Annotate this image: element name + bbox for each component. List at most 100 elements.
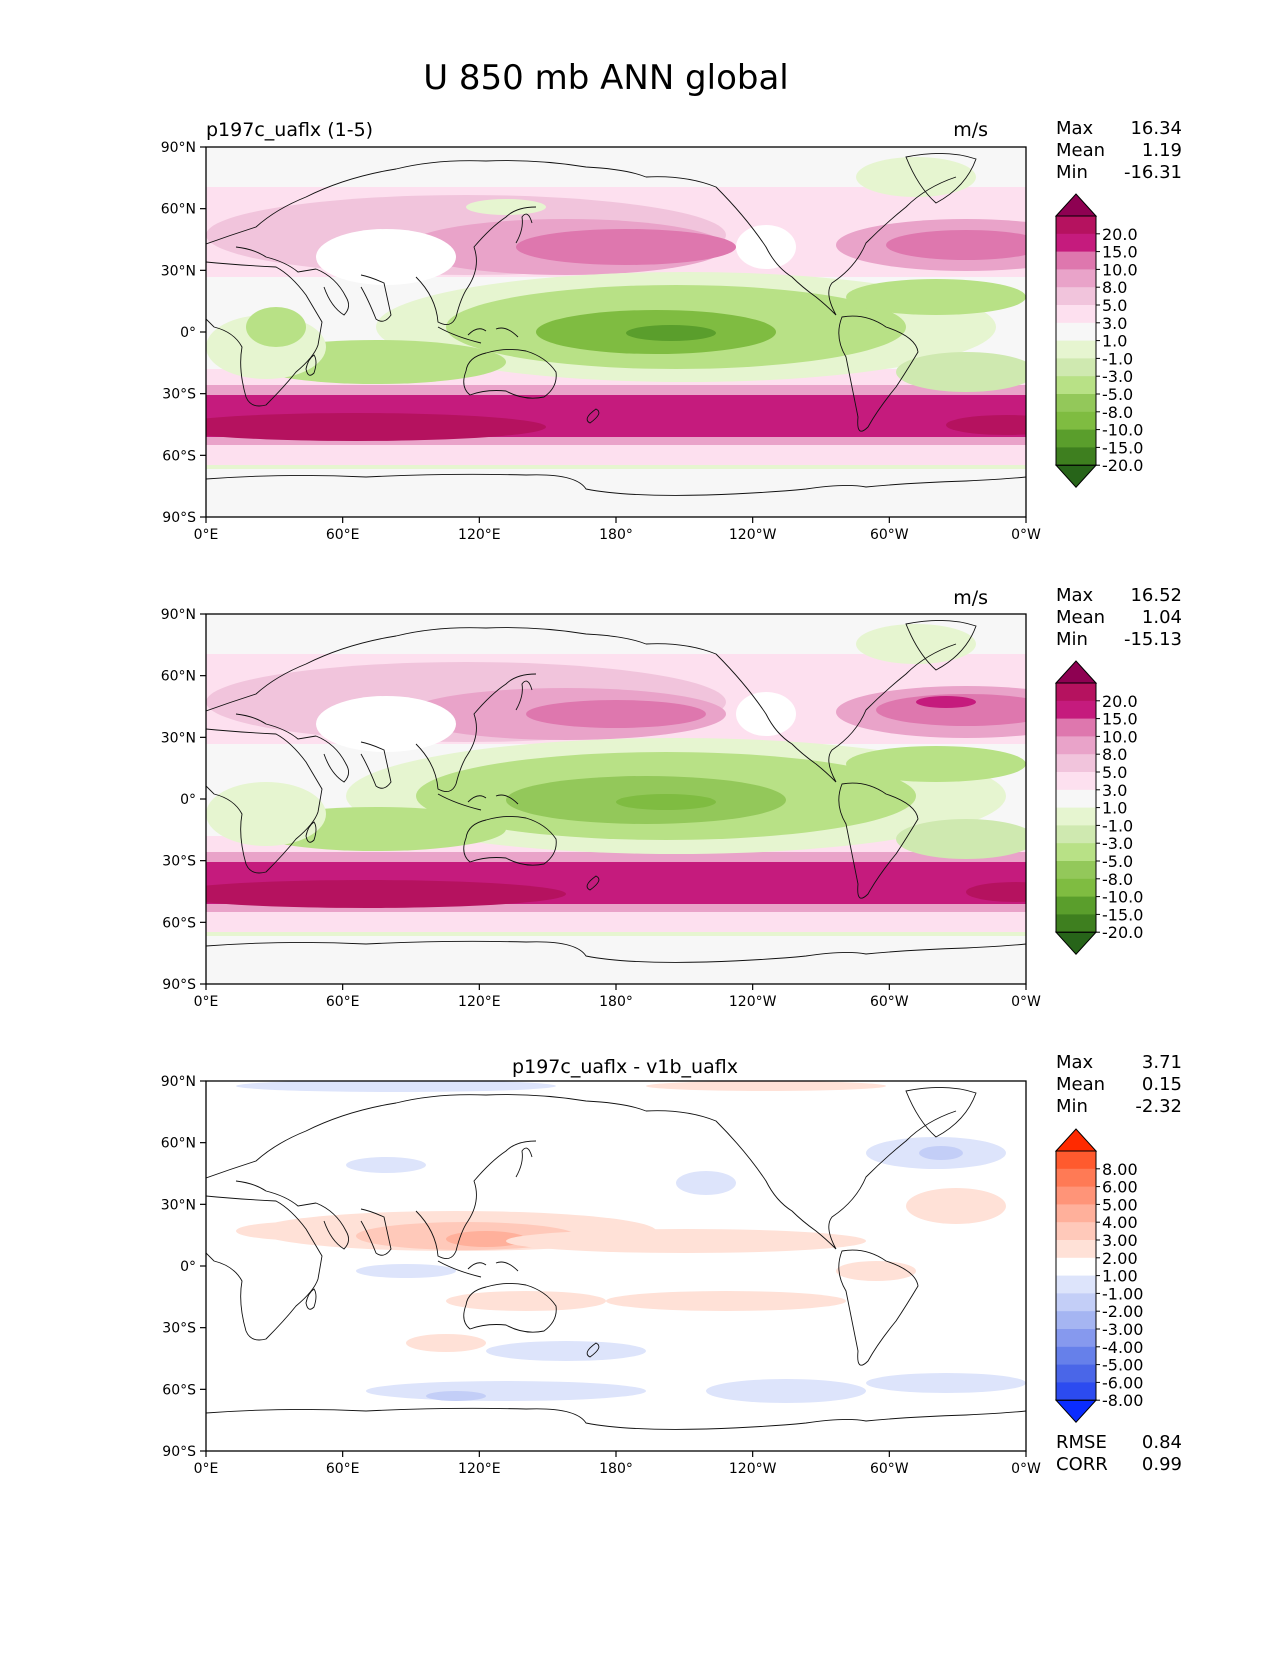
panel-units: m/s — [953, 587, 988, 609]
lon-tick-label: 120°W — [729, 1461, 777, 1477]
colorbar-band — [1056, 1364, 1096, 1383]
colorbar-band — [1056, 358, 1096, 377]
lat-tick-label: 60°S — [162, 915, 196, 931]
colorbar-band — [1056, 754, 1096, 773]
lat-tick-label: 30°N — [161, 1197, 196, 1213]
panel-reference: m/s 90°N 60°N 30°N 0° 30°S 60°S 90°S 0°E 60°E 12… — [161, 585, 1182, 1010]
colorbar-label: -1.0 — [1102, 816, 1133, 835]
colorbar-band — [1056, 447, 1096, 466]
panel-units: m/s — [953, 119, 988, 141]
colorbar-label: -1.00 — [1102, 1284, 1143, 1303]
stat-mean-label: Mean — [1056, 1074, 1105, 1095]
lon-tick-label: 60°W — [870, 994, 909, 1010]
colorbar-label: 8.00 — [1102, 1160, 1138, 1179]
lon-axis: 0°E 60°E 120°E 180° 120°W 60°W 0°W — [194, 984, 1041, 1010]
colorbar-extend-max — [1054, 193, 1098, 217]
colorbar-band — [1056, 1293, 1096, 1312]
stat-min-value: -16.31 — [1124, 162, 1182, 183]
colorbar-label: 10.0 — [1102, 727, 1138, 746]
lon-tick-label: 120°W — [729, 994, 777, 1010]
colorbar-band — [1056, 1382, 1096, 1401]
colorbar-label: -2.00 — [1102, 1302, 1143, 1321]
colorbar: 20.015.010.08.05.03.01.0-1.0-3.0-5.0-8.0… — [1054, 660, 1143, 955]
stat-mean-value: 1.04 — [1142, 607, 1182, 628]
stat-min-label: Min — [1056, 162, 1088, 183]
lon-tick-label: 60°E — [326, 994, 360, 1010]
colorbar-extend-min — [1054, 931, 1098, 955]
colorbar-band — [1056, 1346, 1096, 1366]
lat-axis: 90°N 60°N 30°N 0° 30°S 60°S 90°S — [161, 1074, 206, 1460]
stat-max-value: 16.52 — [1130, 585, 1182, 606]
colorbar-label: 8.0 — [1102, 745, 1127, 764]
lat-tick-label: 90°N — [161, 607, 196, 623]
colorbar-band — [1056, 305, 1096, 324]
colorbar-label: -15.0 — [1102, 905, 1143, 924]
colorbar-band — [1056, 789, 1096, 809]
lat-tick-label: 30°N — [161, 730, 196, 746]
colorbar-label: -8.00 — [1102, 1391, 1143, 1410]
lat-tick-label: 30°S — [162, 387, 196, 403]
lon-tick-label: 60°E — [326, 527, 360, 543]
colorbar-band — [1056, 322, 1096, 342]
lon-tick-label: 180° — [599, 527, 633, 543]
colorbar-band — [1056, 1240, 1096, 1259]
colorbar-label: 1.00 — [1102, 1267, 1138, 1286]
colorbar-label: -15.0 — [1102, 438, 1143, 457]
colorbar-band — [1056, 1186, 1096, 1205]
stats-block: Max 3.71 Mean 0.15 Min -2.32 — [1056, 1052, 1182, 1117]
colorbar-label: 2.00 — [1102, 1249, 1138, 1268]
colorbar-band — [1056, 914, 1096, 933]
lon-tick-label: 180° — [599, 1461, 633, 1477]
lat-tick-label: 90°S — [162, 1444, 196, 1460]
colorbar-band — [1056, 1329, 1096, 1348]
lon-tick-label: 180° — [599, 994, 633, 1010]
lat-tick-label: 0° — [180, 325, 196, 341]
panel-difference: p197c_uaflx - v1b_uaflx 90°N 60°N 30°N 0° 30… — [161, 1052, 1182, 1477]
colorbar-extend-min — [1054, 464, 1098, 488]
colorbar-label: -20.0 — [1102, 923, 1143, 942]
colorbar-label: -1.0 — [1102, 349, 1133, 368]
colorbar-extend-max — [1054, 660, 1098, 684]
colorbar-label: 20.0 — [1102, 225, 1138, 244]
lat-tick-label: 30°N — [161, 263, 196, 279]
colorbar-band — [1056, 700, 1096, 720]
metric-rmse-value: 0.84 — [1142, 1432, 1182, 1453]
lon-tick-label: 60°W — [870, 1461, 909, 1477]
metric-rmse-label: RMSE — [1056, 1432, 1107, 1453]
lat-tick-label: 60°S — [162, 448, 196, 464]
colorbar-extend-min — [1054, 1399, 1098, 1423]
lon-tick-label: 0°W — [1011, 527, 1041, 543]
colorbar-label: -5.00 — [1102, 1356, 1143, 1375]
colorbar-label: -8.0 — [1102, 403, 1133, 422]
colorbar: 8.006.005.004.003.002.001.00-1.00-2.00-3… — [1054, 1128, 1143, 1423]
lat-tick-label: 90°S — [162, 977, 196, 993]
lat-tick-label: 60°S — [162, 1382, 196, 1398]
colorbar-label: -5.0 — [1102, 385, 1133, 404]
stat-max-value: 16.34 — [1130, 118, 1182, 139]
colorbar-band — [1056, 736, 1096, 755]
colorbar-band — [1056, 1151, 1096, 1170]
lat-tick-label: 30°S — [162, 1321, 196, 1337]
colorbar-label: 10.0 — [1102, 260, 1138, 279]
lon-axis: 0°E 60°E 120°E 180° 120°W 60°W 0°W — [194, 517, 1041, 543]
panel-left-title: p197c_uaflx (1-5) — [206, 119, 373, 141]
stat-min-label: Min — [1056, 1096, 1088, 1117]
metrics-block: RMSE 0.84 CORR 0.99 — [1056, 1432, 1182, 1475]
lon-tick-label: 0°E — [194, 527, 219, 543]
colorbar-label: -10.0 — [1102, 421, 1143, 440]
colorbar-label: 15.0 — [1102, 710, 1138, 729]
colorbar-band — [1056, 251, 1096, 270]
stat-max-label: Max — [1056, 585, 1094, 606]
lon-tick-label: 120°E — [458, 994, 501, 1010]
stat-min-value: -2.32 — [1135, 1096, 1182, 1117]
map-plot — [205, 613, 1027, 985]
stat-mean-value: 0.15 — [1142, 1074, 1182, 1095]
colorbar-band — [1056, 216, 1096, 235]
colorbar-label: 5.0 — [1102, 763, 1127, 782]
colorbar-band — [1056, 233, 1096, 253]
colorbar-band — [1056, 1204, 1096, 1223]
metric-corr-value: 0.99 — [1142, 1454, 1182, 1475]
lat-tick-label: 0° — [180, 1259, 196, 1275]
colorbar-band — [1056, 1168, 1096, 1188]
lon-tick-label: 120°E — [458, 527, 501, 543]
